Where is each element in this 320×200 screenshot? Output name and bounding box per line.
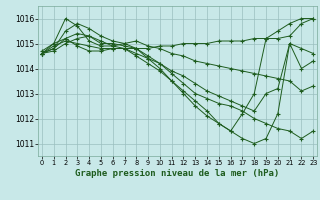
X-axis label: Graphe pression niveau de la mer (hPa): Graphe pression niveau de la mer (hPa) — [76, 169, 280, 178]
